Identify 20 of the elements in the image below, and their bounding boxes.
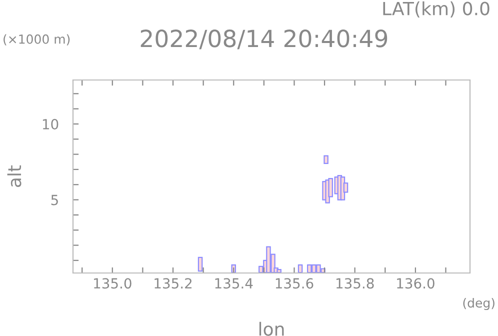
y-tick-label: 10: [42, 118, 58, 130]
bar: [198, 256, 203, 272]
x-axis-title: lon: [259, 322, 284, 336]
text: (deg): [463, 298, 494, 310]
x-tick-label: 135.4: [215, 278, 253, 289]
bar: [231, 264, 236, 273]
bar: [276, 268, 282, 273]
text: (×1000 m): [4, 34, 70, 46]
x-tick-label: 135.2: [154, 278, 192, 289]
bar: [298, 264, 303, 273]
chart-subtitle: LAT(km) 0.0: [383, 1, 490, 18]
x-tick-label: 135.0: [94, 278, 132, 289]
x-tick-label: 136.0: [397, 278, 434, 289]
bar: [324, 155, 328, 164]
x-tick-label: 135.6: [276, 278, 314, 289]
x-tick-label: 135.8: [336, 278, 374, 289]
chart-title: 2022/08/14 20:40:49: [140, 30, 388, 50]
y-axis-title: alt: [7, 165, 22, 187]
y-tick-label: 5: [51, 194, 58, 206]
bar: [307, 264, 312, 273]
